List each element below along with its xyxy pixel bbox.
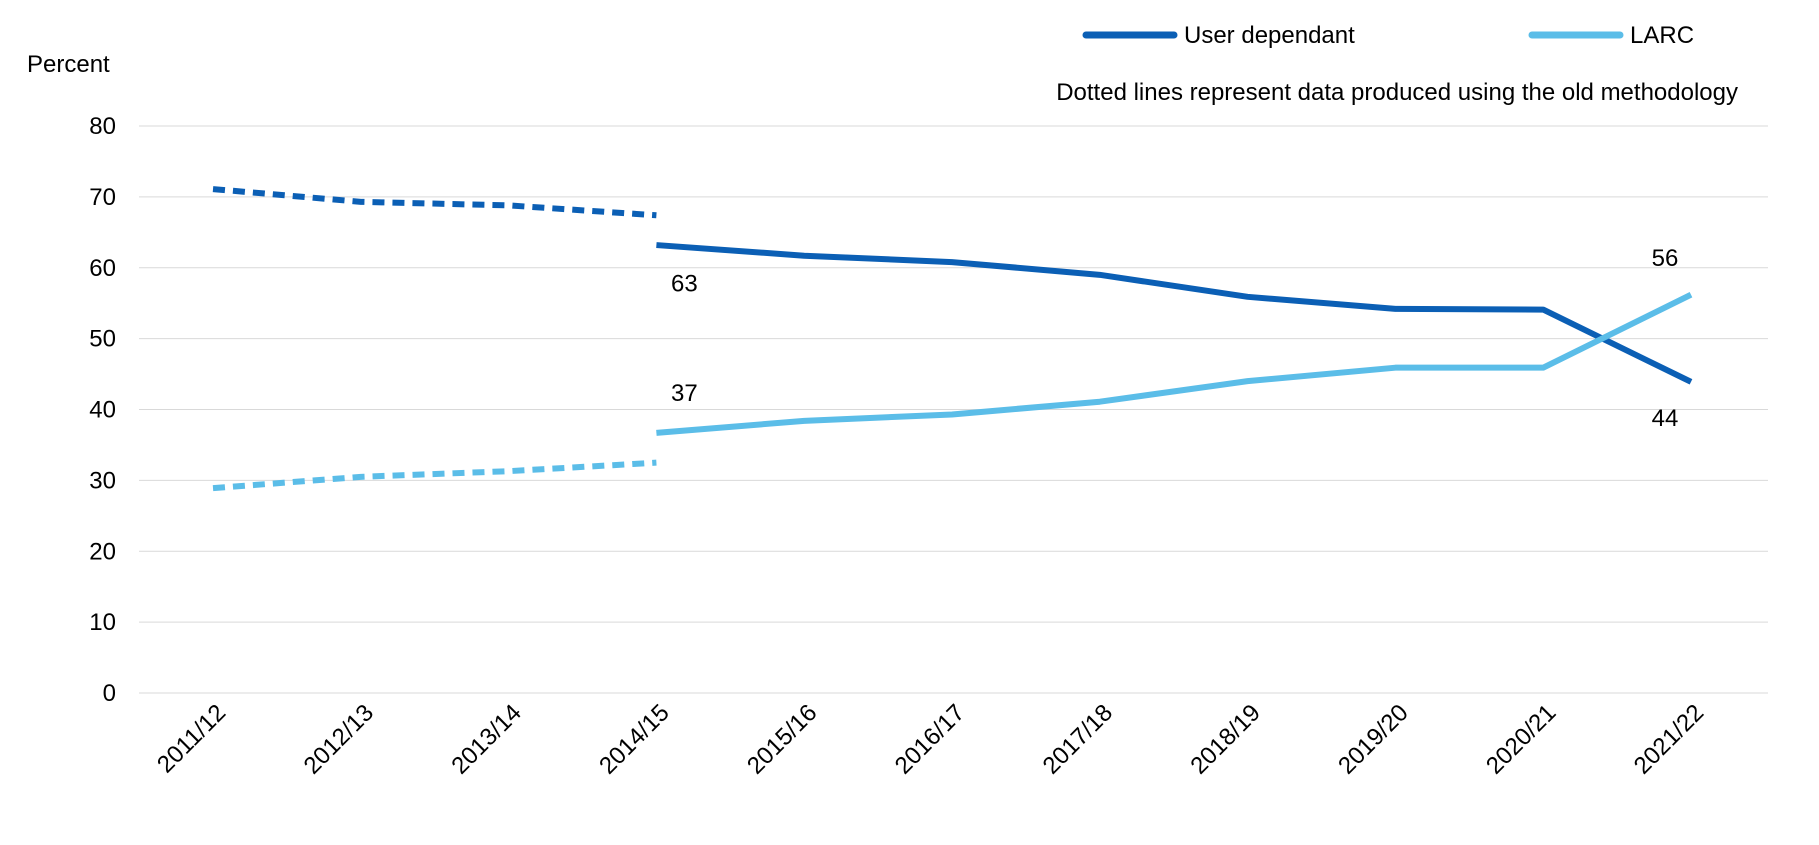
methodology-note: Dotted lines represent data produced usi… — [1056, 79, 1738, 106]
series-line-old-methodology — [212, 186, 657, 219]
data-labels: 63 44 37 56 — [671, 245, 1678, 432]
x-tick-label: 2014/15 — [594, 699, 674, 779]
x-tick-label: 2020/21 — [1481, 699, 1561, 779]
y-tick-label: 80 — [89, 113, 116, 140]
data-label: 63 — [671, 270, 698, 297]
x-tick-label: 2012/13 — [299, 699, 379, 779]
x-tick-label: 2018/19 — [1185, 699, 1265, 779]
x-axis-ticks: 2011/12 2012/13 2013/14 2014/15 2015/16 2016/… — [152, 699, 1709, 779]
data-label: 37 — [671, 380, 698, 407]
x-tick-label: 2011/12 — [152, 699, 231, 778]
series-line-new-methodology — [656, 242, 1693, 385]
y-tick-label: 70 — [89, 184, 116, 211]
data-label: 56 — [1652, 245, 1679, 272]
y-tick-label: 60 — [89, 255, 116, 282]
legend: User dependant LARC — [1082, 22, 1694, 49]
y-tick-label: 30 — [89, 467, 116, 494]
x-tick-label: 2017/18 — [1038, 699, 1118, 779]
series-line-new-methodology — [656, 291, 1693, 436]
x-tick-label: 2019/20 — [1333, 699, 1413, 779]
y-tick-label: 50 — [89, 326, 116, 353]
x-tick-label: 2016/17 — [890, 699, 970, 779]
y-tick-label: 20 — [89, 538, 116, 565]
y-tick-label: 0 — [103, 680, 116, 707]
y-tick-label: 10 — [89, 609, 116, 636]
series-line-old-methodology — [212, 459, 657, 492]
legend-label: User dependant — [1184, 22, 1355, 49]
y-axis-title: Percent — [27, 51, 110, 78]
series-lines — [212, 186, 1693, 492]
gridlines — [139, 125, 1768, 694]
y-tick-label: 40 — [89, 397, 116, 424]
y-axis-ticks: 0 10 20 30 40 50 60 70 80 — [89, 113, 116, 707]
legend-label: LARC — [1630, 22, 1694, 49]
x-tick-label: 2021/22 — [1629, 699, 1709, 779]
x-tick-label: 2015/16 — [742, 699, 822, 779]
data-label: 44 — [1652, 405, 1679, 432]
x-tick-label: 2013/14 — [446, 699, 526, 779]
